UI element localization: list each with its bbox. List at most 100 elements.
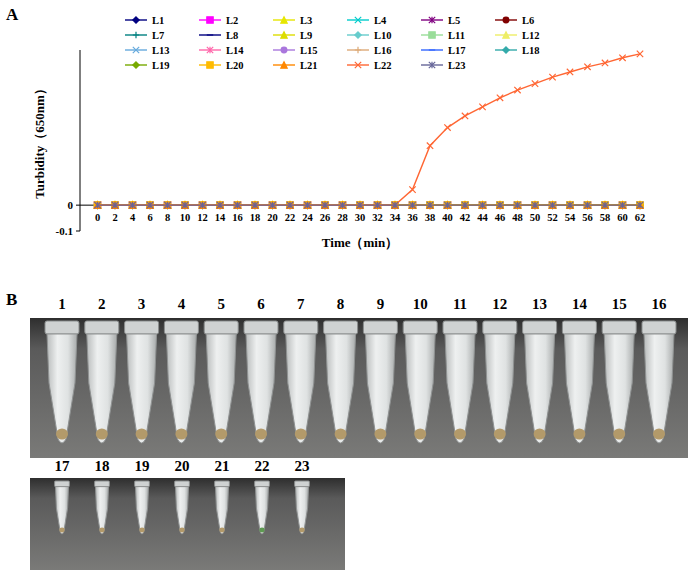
x-tick-label: 10 xyxy=(180,212,191,223)
legend-label: L22 xyxy=(374,60,392,71)
legend-label: L20 xyxy=(226,60,244,71)
tube-cap xyxy=(55,481,70,487)
tube-body xyxy=(644,334,674,443)
tube-body xyxy=(135,487,148,534)
tube xyxy=(164,321,198,443)
tube-cap xyxy=(164,321,198,334)
tube-label: 8 xyxy=(337,296,345,312)
tube xyxy=(602,321,636,443)
series-marker xyxy=(497,202,503,208)
x-tick-label: 44 xyxy=(477,212,488,223)
series-line xyxy=(98,204,641,205)
x-tick-label: 34 xyxy=(390,212,401,223)
legend-marker xyxy=(281,62,287,68)
tube-body xyxy=(365,334,395,443)
series-marker xyxy=(637,202,643,208)
legend-marker xyxy=(355,47,361,53)
series-marker xyxy=(322,202,328,208)
tube-cap xyxy=(363,321,397,334)
x-tick-label: 24 xyxy=(302,212,313,223)
legend: L1L2L3L4L5L6L7L8L9L10L11L12L13L14L15L16L… xyxy=(125,15,540,71)
series-line xyxy=(98,204,641,205)
legend-label: L13 xyxy=(152,45,170,56)
tube xyxy=(45,321,79,443)
series-marker xyxy=(532,80,538,86)
series-line xyxy=(98,54,641,205)
tube-pellet xyxy=(96,429,108,440)
series-marker xyxy=(427,202,433,208)
series-line xyxy=(98,204,641,205)
y-axis xyxy=(80,50,81,231)
x-tick-label: 38 xyxy=(425,212,436,223)
legend-marker xyxy=(503,17,509,23)
tube-pellet xyxy=(136,429,148,440)
panel-label: B xyxy=(6,290,17,309)
tube-cap xyxy=(602,321,636,334)
tube-body xyxy=(525,334,555,443)
tube xyxy=(284,321,318,443)
legend-marker xyxy=(133,17,139,23)
series-line xyxy=(98,204,641,205)
x-tick-label: 14 xyxy=(215,212,226,223)
tube-label: 5 xyxy=(217,296,225,312)
tube-cap xyxy=(295,481,310,487)
legend-label: L6 xyxy=(522,15,534,26)
legend-label: L16 xyxy=(374,45,392,56)
series-line xyxy=(98,204,641,205)
series-line xyxy=(98,204,641,205)
tube-pellet xyxy=(374,429,386,440)
legend-marker xyxy=(355,17,361,23)
tube-pellet xyxy=(454,429,466,440)
series-marker xyxy=(304,202,310,208)
series-marker xyxy=(94,202,100,208)
legend-label: L3 xyxy=(300,15,312,26)
y-tick xyxy=(76,205,80,206)
tube-cap xyxy=(255,481,270,487)
series-marker xyxy=(444,124,450,130)
y-tick-label: -0.1 xyxy=(56,225,73,237)
panel-label: A xyxy=(6,5,19,24)
series-line xyxy=(98,204,641,205)
x-tick-label: 22 xyxy=(285,212,296,223)
tube-label: 12 xyxy=(492,296,507,312)
series-marker xyxy=(637,51,643,57)
tube-label: 9 xyxy=(377,296,385,312)
tube-body xyxy=(95,487,108,534)
tube-cap xyxy=(642,321,676,334)
tube-body xyxy=(87,334,117,443)
tube-pellet xyxy=(295,429,307,440)
series-line xyxy=(98,204,641,205)
legend-marker xyxy=(133,62,139,68)
x-tick-label: 32 xyxy=(372,212,383,223)
x-tick-label: 46 xyxy=(495,212,506,223)
series-marker xyxy=(479,202,485,208)
tube-cap xyxy=(45,321,79,334)
x-tick-label: 62 xyxy=(635,212,646,223)
tube-cap xyxy=(135,481,150,487)
series-marker xyxy=(462,113,468,119)
tube xyxy=(244,321,278,443)
tube-pellet xyxy=(139,528,144,533)
series-marker xyxy=(287,202,293,208)
series-marker xyxy=(584,64,590,70)
tube-body xyxy=(326,334,356,443)
tube-body xyxy=(175,487,188,534)
legend-marker xyxy=(207,62,213,68)
series-marker xyxy=(602,202,608,208)
legend-label: L1 xyxy=(152,15,164,26)
series-marker xyxy=(357,202,363,208)
tube xyxy=(175,481,190,534)
tube xyxy=(642,321,676,443)
x-tick-label: 52 xyxy=(547,212,558,223)
tube-label: 19 xyxy=(135,458,150,474)
legend-marker xyxy=(429,49,435,50)
y-tick xyxy=(76,231,80,232)
tube-cap xyxy=(443,321,477,334)
tube-cap xyxy=(215,481,230,487)
series-marker xyxy=(602,60,608,66)
tube-label: 18 xyxy=(95,458,110,474)
legend-label: L23 xyxy=(448,60,466,71)
tube-cap xyxy=(244,321,278,334)
tube-pellet xyxy=(59,528,64,533)
tube-body xyxy=(47,334,77,443)
